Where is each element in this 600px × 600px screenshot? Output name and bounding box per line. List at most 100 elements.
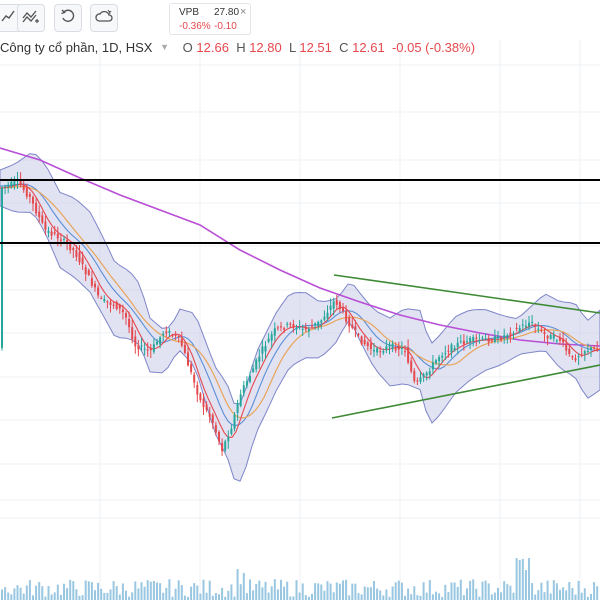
- volume-bar: [134, 581, 137, 600]
- volume-bar: [103, 592, 106, 600]
- volume-bar: [78, 595, 81, 600]
- candle-body: [555, 340, 558, 342]
- candle-body: [56, 233, 59, 239]
- volume-bar: [47, 586, 50, 600]
- volume-bar: [143, 586, 146, 600]
- volume-bar: [394, 582, 397, 600]
- volume-bar: [121, 583, 124, 600]
- candle-body: [84, 267, 87, 275]
- candle-body: [394, 348, 397, 351]
- candle-body: [103, 298, 106, 302]
- volume-bar: [552, 580, 555, 600]
- ticker-compare-box[interactable]: VPB 27.80 -0.36% -0.10 ×: [169, 3, 251, 35]
- volume-bar: [388, 596, 391, 600]
- volume-bar: [586, 596, 589, 600]
- cloud-save-button[interactable]: [90, 4, 118, 32]
- candle-body: [280, 326, 282, 328]
- volume-bar: [335, 582, 338, 600]
- candle-body: [518, 327, 521, 332]
- candle-body: [1, 187, 3, 348]
- volume-bar: [165, 587, 168, 600]
- candle-body: [177, 336, 180, 338]
- candle-body: [320, 320, 323, 323]
- volume-bar: [428, 580, 431, 600]
- candle-body: [373, 350, 375, 352]
- volume-bar: [524, 570, 527, 600]
- volume-bar: [38, 582, 41, 600]
- volume-bar: [466, 588, 468, 600]
- candle-body: [515, 327, 518, 329]
- volume-bar: [596, 586, 599, 600]
- volume-bar: [326, 581, 329, 600]
- volume-bar: [323, 590, 326, 600]
- volume-bar: [177, 580, 180, 600]
- volume-bar: [280, 579, 282, 600]
- volume-bar: [183, 595, 186, 600]
- candle-body: [190, 364, 193, 372]
- candle-body: [586, 350, 589, 352]
- candle-body: [431, 362, 434, 370]
- candle-body: [400, 347, 403, 349]
- candle-body: [559, 337, 561, 341]
- candle-body: [416, 380, 419, 382]
- candle-body: [326, 312, 329, 319]
- candle-body: [301, 328, 304, 330]
- candle-body: [335, 299, 338, 305]
- volume-bar: [190, 586, 193, 600]
- volume-bar: [369, 587, 372, 600]
- close-icon[interactable]: ×: [240, 6, 247, 18]
- volume-bar: [63, 583, 65, 600]
- candle-body: [357, 334, 360, 336]
- candle-body: [391, 343, 394, 349]
- candle-body: [484, 338, 487, 340]
- volume-bar: [187, 596, 189, 600]
- candle-body: [69, 243, 72, 251]
- volume-bar: [264, 581, 267, 600]
- candle-body: [404, 351, 406, 353]
- volume-bar: [199, 593, 202, 600]
- volume-bar: [267, 592, 270, 600]
- undo-button[interactable]: [54, 4, 82, 32]
- volume-bar: [512, 592, 515, 600]
- volume-bar: [487, 583, 490, 600]
- volume-bar: [59, 594, 62, 600]
- candle-body: [342, 307, 344, 312]
- volume-bar: [320, 584, 323, 600]
- candle-body: [121, 309, 124, 313]
- candle-body: [410, 360, 413, 372]
- volume-bar: [373, 580, 375, 600]
- volume-bar: [196, 585, 199, 600]
- candle-body: [183, 344, 186, 354]
- chevron-down-icon[interactable]: ▼: [160, 42, 170, 52]
- volume-bar: [128, 596, 131, 600]
- volume-bar: [72, 581, 75, 600]
- candle-body: [379, 351, 382, 353]
- volume-bar: [273, 579, 276, 600]
- candle-body: [447, 350, 450, 352]
- volume-bar: [521, 558, 524, 600]
- candle-body: [171, 335, 174, 337]
- volume-bar: [1, 589, 3, 600]
- volume-bar: [81, 595, 84, 600]
- volume-bar: [490, 594, 493, 600]
- candle-body: [338, 302, 341, 310]
- candle-body: [298, 326, 301, 328]
- candle-body: [59, 239, 62, 242]
- ticker-change: -0.10: [214, 21, 237, 32]
- candle-body: [283, 328, 286, 330]
- candle-body: [580, 354, 583, 356]
- volume-bar: [115, 586, 118, 600]
- volume-bar: [574, 594, 577, 600]
- candle-body: [289, 323, 292, 325]
- candle-body: [450, 344, 453, 353]
- candle-body: [125, 313, 127, 318]
- indicators-button[interactable]: [17, 4, 45, 32]
- candle-body: [456, 342, 459, 347]
- candle-body: [50, 231, 53, 236]
- candle-body: [348, 317, 351, 327]
- volume-bar: [379, 590, 382, 600]
- candle-body: [524, 325, 527, 328]
- candle-body: [180, 338, 183, 346]
- volume-bar: [497, 587, 499, 600]
